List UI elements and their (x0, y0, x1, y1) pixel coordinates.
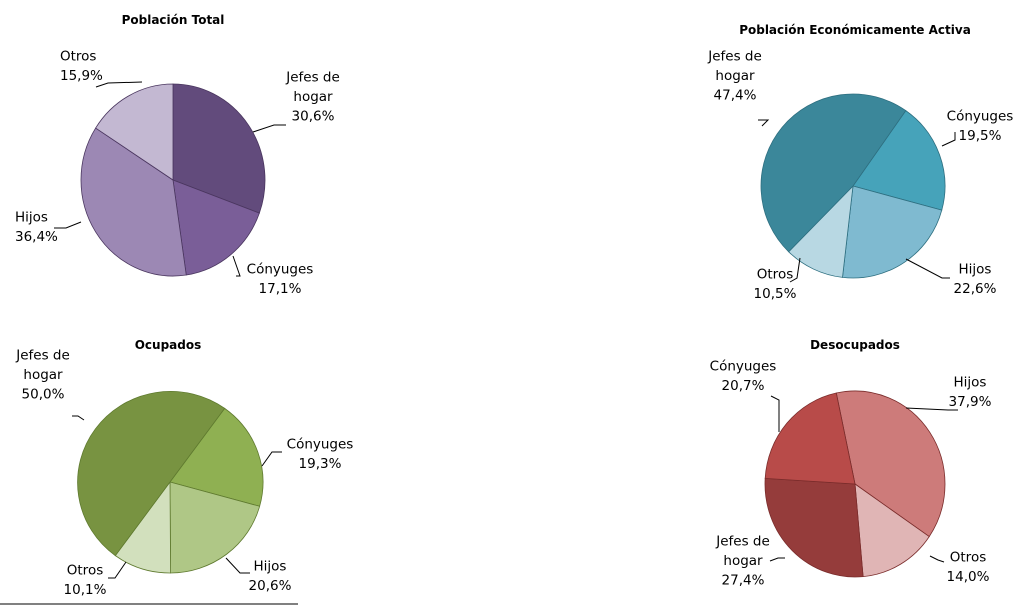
pie-chart-1: Población Total Jefes de hogar 30,6% Cónyuge… (15, 13, 340, 297)
leader-line (929, 555, 945, 563)
leader-line (770, 395, 780, 432)
chart-title: Ocupados (135, 338, 202, 352)
leader-line (261, 451, 282, 467)
leader-line (789, 257, 801, 283)
slice-category-label: Cónyuges (710, 358, 777, 374)
chart-title: Desocupados (810, 338, 900, 352)
slice-value-label: 20,6% (249, 578, 292, 594)
slice-value-label: 30,6% (292, 109, 335, 125)
slice-category-label: hogar (293, 89, 333, 105)
slice-value-label: 14,0% (947, 569, 990, 585)
leader-line (232, 255, 241, 277)
slice-category-label: hogar (23, 367, 63, 383)
pie-slice (852, 110, 946, 211)
leader-line (252, 124, 286, 133)
slice-value-label: 20,7% (722, 378, 765, 394)
slice-category-label: Cónyuges (287, 436, 354, 452)
slice-category-label: hogar (723, 553, 763, 569)
leader-line (108, 561, 127, 579)
pie-slice (764, 477, 864, 578)
slice-category-label: Otros (67, 562, 103, 578)
leader-line (54, 221, 82, 229)
pie-slice (169, 481, 261, 574)
slice-value-label: 36,4% (15, 229, 58, 245)
pie-chart-3: Ocupados Cónyuges 19,3% Hijos 20,6% Otros 10,1… (15, 338, 353, 598)
slice-category-label: Jefes de (285, 70, 340, 86)
pie-slice (172, 83, 266, 214)
slice-value-label: 15,9% (60, 68, 103, 84)
slice-category-label: Jefes de (715, 534, 770, 550)
slice-category-label: Otros (950, 549, 986, 565)
pie-slice (95, 83, 174, 181)
slice-category-label: Jefes de (15, 348, 70, 364)
leader-line (758, 119, 770, 127)
pie-slice (80, 127, 187, 277)
pie-slice (760, 93, 907, 253)
slice-category-label: Hijos (254, 558, 287, 574)
leader-line (905, 407, 958, 411)
slice-value-label: 10,1% (64, 582, 107, 598)
slice-category-label: Cónyuges (947, 108, 1014, 124)
leader-line (769, 557, 785, 562)
slice-value-label: 47,4% (714, 88, 757, 104)
slice-category-label: Hijos (15, 209, 48, 225)
leader-line (95, 81, 143, 88)
pie-chart-4: Desocupados Hijos 37,9% Otros 14,0% Jefes de h… (710, 338, 992, 589)
pie-slice (77, 391, 226, 557)
slice-value-label: 17,1% (259, 281, 302, 297)
pie-slice (172, 179, 260, 276)
pie-slice (854, 483, 930, 578)
slice-value-label: 27,4% (722, 573, 765, 589)
slice-value-label: 19,5% (959, 128, 1002, 144)
pie-chart-2: Población Económicamente Activa Cónyuges 1… (707, 23, 1013, 302)
chart-title: Población Económicamente Activa (739, 23, 971, 37)
leader-line (941, 132, 956, 147)
leader-line (72, 415, 85, 421)
chart-title: Población Total (122, 13, 225, 27)
slice-category-label: hogar (715, 68, 755, 84)
slice-value-label: 19,3% (299, 456, 342, 472)
slice-value-label: 50,0% (22, 387, 65, 403)
slice-value-label: 37,9% (949, 394, 992, 410)
slice-category-label: Hijos (954, 374, 987, 390)
leader-line (225, 557, 250, 574)
slice-category-label: Otros (757, 266, 793, 282)
pie-slice (764, 392, 856, 485)
slice-value-label: 10,5% (754, 286, 797, 302)
leader-line (905, 258, 950, 279)
pie-slice (835, 390, 946, 538)
slice-value-label: 22,6% (954, 281, 997, 297)
slice-category-label: Otros (60, 48, 96, 64)
slice-category-label: Hijos (959, 261, 992, 277)
pie-slice (169, 407, 264, 507)
slice-category-label: Jefes de (707, 49, 762, 65)
slice-category-label: Cónyuges (247, 261, 314, 277)
pie-slice (842, 185, 943, 279)
